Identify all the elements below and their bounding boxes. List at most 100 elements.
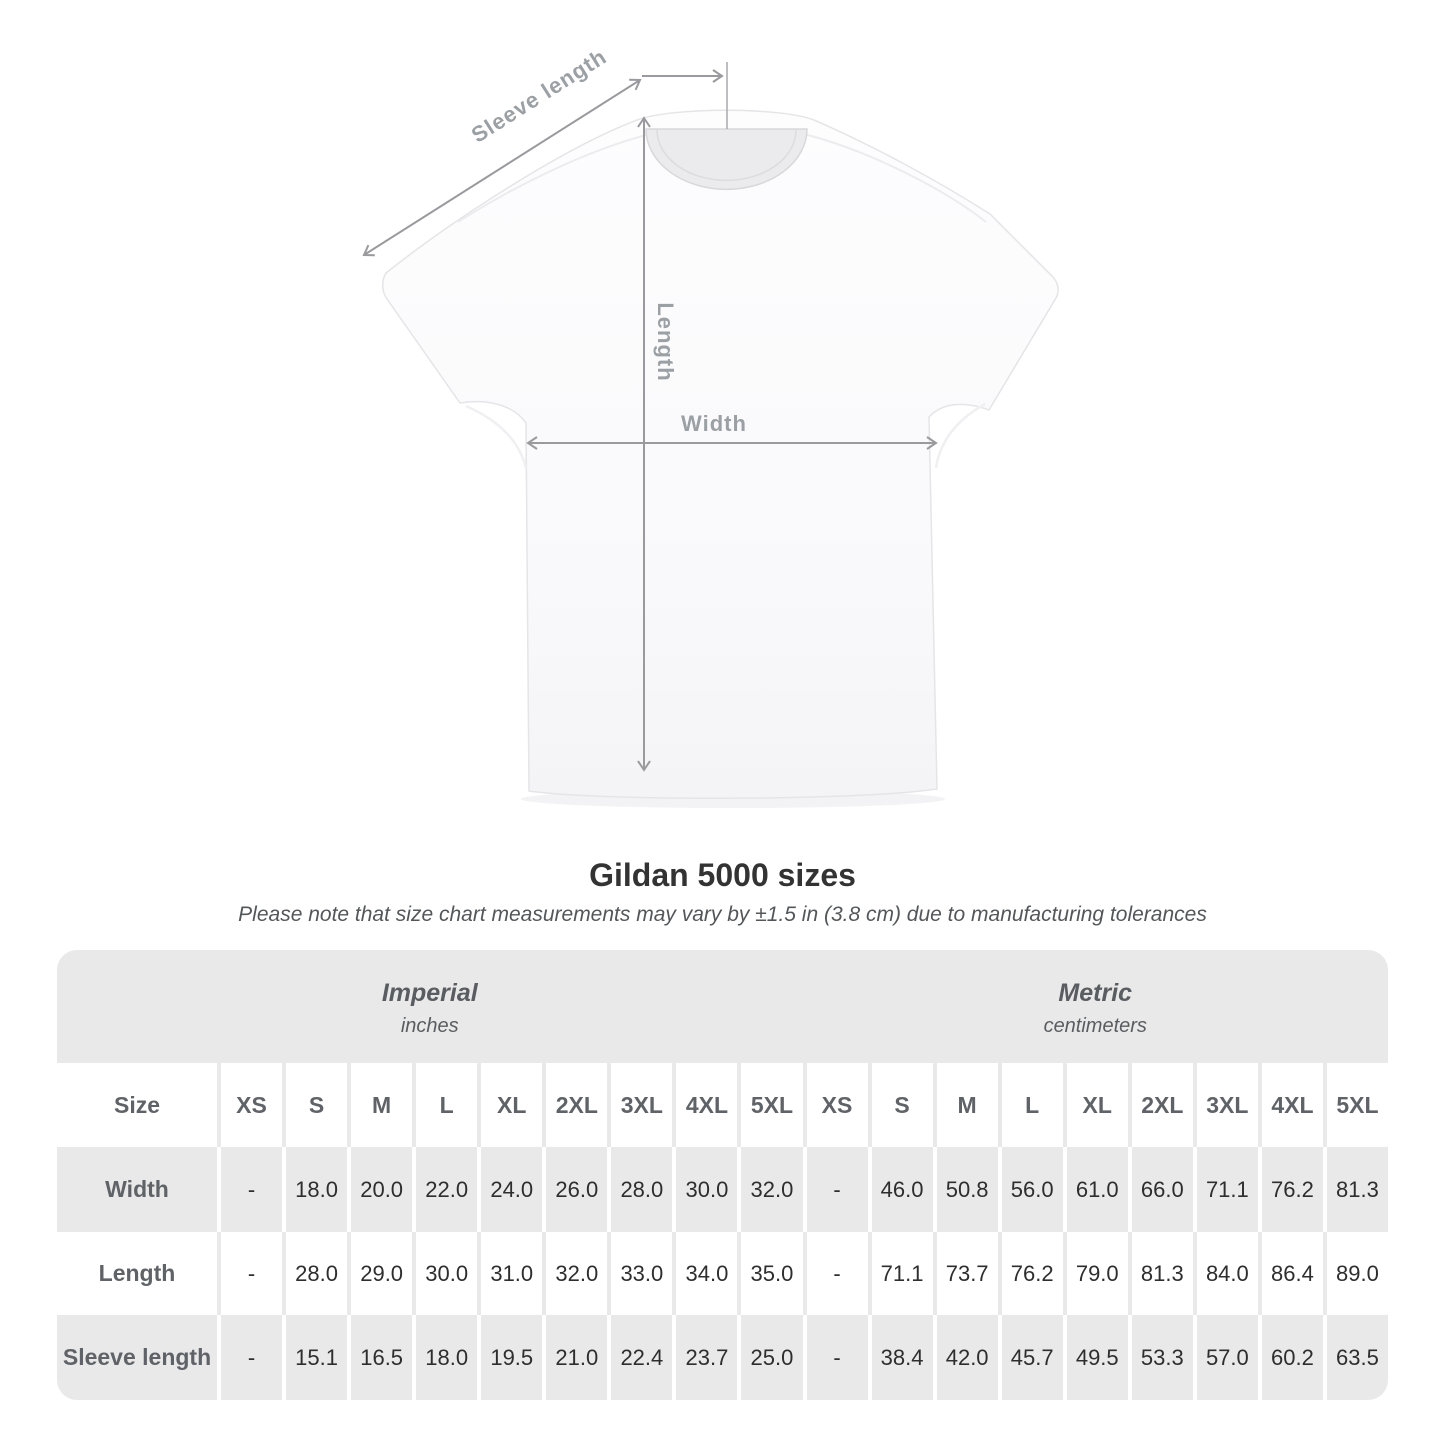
metric-value: 49.5 xyxy=(1062,1315,1128,1400)
imperial-value: 16.5 xyxy=(347,1315,412,1400)
imperial-value: 22.0 xyxy=(412,1147,477,1232)
imperial-value: 30.0 xyxy=(412,1232,477,1315)
imperial-value: 18.0 xyxy=(282,1147,347,1232)
metric-unit: centimeters xyxy=(1043,1015,1147,1037)
title-block: Gildan 5000 sizes Please note that size … xyxy=(0,856,1445,928)
metric-value: - xyxy=(802,1315,868,1400)
size-column-metric: 5XL xyxy=(1322,1063,1388,1147)
tolerance-note: Please note that size chart measurements… xyxy=(238,903,1207,926)
unit-header-band: Imperial inches Metric centimeters xyxy=(57,950,1388,1063)
metric-value: 42.0 xyxy=(932,1315,998,1400)
metric-value: 45.7 xyxy=(997,1315,1063,1400)
collar-ribbing xyxy=(656,129,797,182)
metric-value: 60.2 xyxy=(1257,1315,1323,1400)
imperial-value: 22.4 xyxy=(607,1315,672,1400)
imperial-value: 18.0 xyxy=(412,1315,477,1400)
metric-value: 81.3 xyxy=(1127,1232,1193,1315)
size-column-imperial: 4XL xyxy=(672,1063,737,1147)
metric-value: 73.7 xyxy=(932,1232,998,1315)
width-label: Width xyxy=(681,411,747,436)
metric-value: 76.2 xyxy=(1257,1147,1323,1232)
size-column-imperial: 3XL xyxy=(607,1063,672,1147)
metric-value: 81.3 xyxy=(1322,1147,1388,1232)
imperial-value: 31.0 xyxy=(477,1232,542,1315)
size-corner-cell: Size xyxy=(113,1091,161,1118)
size-column-metric: 4XL xyxy=(1257,1063,1323,1147)
metric-value: 56.0 xyxy=(997,1147,1063,1232)
row-label: Length xyxy=(98,1260,176,1286)
imperial-value: 28.0 xyxy=(282,1232,347,1315)
metric-value: 53.3 xyxy=(1127,1315,1193,1400)
imperial-title: Imperial xyxy=(381,979,478,1007)
size-column-metric: XL xyxy=(1062,1063,1128,1147)
imperial-value: 20.0 xyxy=(347,1147,412,1232)
metric-value: 89.0 xyxy=(1322,1232,1388,1315)
imperial-value: 28.0 xyxy=(607,1147,672,1232)
length-row: Length -28.0 29.0 30.0 31.0 32.0 33.0 34.0 35.0-… xyxy=(57,1232,1388,1315)
row-label: Width xyxy=(105,1176,169,1202)
metric-value: 66.0 xyxy=(1127,1147,1193,1232)
metric-value: 71.1 xyxy=(1192,1147,1258,1232)
size-column-imperial: 2XL xyxy=(542,1063,607,1147)
imperial-value: 15.1 xyxy=(282,1315,347,1400)
width-row: Width -18.0 20.0 22.0 24.0 26.0 28.0 30.0 32.0-4… xyxy=(57,1147,1388,1232)
metric-value: 84.0 xyxy=(1192,1232,1258,1315)
collar-opening xyxy=(645,128,808,191)
size-column-metric: L xyxy=(997,1063,1063,1147)
imperial-header: Imperial inches xyxy=(57,950,803,1063)
metric-value: - xyxy=(802,1232,868,1315)
size-column-metric: 3XL xyxy=(1192,1063,1258,1147)
imperial-value: 32.0 xyxy=(542,1232,607,1315)
imperial-value: 32.0 xyxy=(737,1147,802,1232)
size-column-imperial: M xyxy=(347,1063,412,1147)
size-column-metric: S xyxy=(867,1063,933,1147)
size-column-metric: XS xyxy=(802,1063,868,1147)
sleeve-length-row: Sleeve length -15.1 16.5 18.0 19.5 21.0 22.4 23… xyxy=(57,1315,1388,1400)
imperial-value: 19.5 xyxy=(477,1315,542,1400)
sleeve-length-label: Sleeve length xyxy=(467,44,611,148)
imperial-value: 26.0 xyxy=(542,1147,607,1232)
metric-value: 63.5 xyxy=(1322,1315,1388,1400)
left-underarm-crease xyxy=(465,404,528,469)
metric-value: 38.4 xyxy=(867,1315,933,1400)
metric-value: - xyxy=(802,1147,868,1232)
tshirt-diagram-svg: Sleeve length Length Width xyxy=(362,44,1059,808)
size-column-imperial: XS xyxy=(217,1063,282,1147)
size-column-metric: M xyxy=(932,1063,998,1147)
imperial-value: 23.7 xyxy=(672,1315,737,1400)
imperial-value: - xyxy=(217,1147,282,1232)
imperial-value: - xyxy=(217,1232,282,1315)
imperial-value: - xyxy=(217,1315,282,1400)
metric-value: 50.8 xyxy=(932,1147,998,1232)
length-label: Length xyxy=(653,302,678,381)
size-column-imperial: XL xyxy=(477,1063,542,1147)
imperial-value: 29.0 xyxy=(347,1232,412,1315)
size-chart-table: Imperial inches Metric centimeters Size X… xyxy=(57,950,1388,1400)
metric-value: 79.0 xyxy=(1062,1232,1128,1315)
size-column-imperial: L xyxy=(412,1063,477,1147)
metric-title: Metric xyxy=(1058,979,1133,1007)
imperial-value: 33.0 xyxy=(607,1232,672,1315)
imperial-value: 35.0 xyxy=(737,1232,802,1315)
imperial-value: 30.0 xyxy=(672,1147,737,1232)
size-column-imperial: S xyxy=(282,1063,347,1147)
size-header-row: Size XS S M L XL 2XL 3XL 4XL 5XL XS S M L XL 2XL 3XL 4XL 5… xyxy=(57,1063,1388,1147)
metric-value: 46.0 xyxy=(867,1147,933,1232)
metric-value: 76.2 xyxy=(997,1232,1063,1315)
size-column-imperial: 5XL xyxy=(737,1063,802,1147)
right-shoulder-seam xyxy=(803,133,987,223)
imperial-unit: inches xyxy=(400,1015,459,1037)
imperial-value: 21.0 xyxy=(542,1315,607,1400)
metric-value: 71.1 xyxy=(867,1232,933,1315)
metric-value: 61.0 xyxy=(1062,1147,1128,1232)
metric-value: 57.0 xyxy=(1192,1315,1258,1400)
row-label: Sleeve length xyxy=(62,1344,212,1370)
metric-header: Metric centimeters xyxy=(803,950,1389,1063)
imperial-value: 34.0 xyxy=(672,1232,737,1315)
right-underarm-crease xyxy=(934,402,986,469)
sleeve-length-arrow xyxy=(362,78,642,257)
tshirt-measurement-diagram: Sleeve length Length Width xyxy=(362,44,1059,808)
metric-value: 86.4 xyxy=(1257,1232,1323,1315)
imperial-value: 24.0 xyxy=(477,1147,542,1232)
tshirt-silhouette xyxy=(382,109,1059,800)
